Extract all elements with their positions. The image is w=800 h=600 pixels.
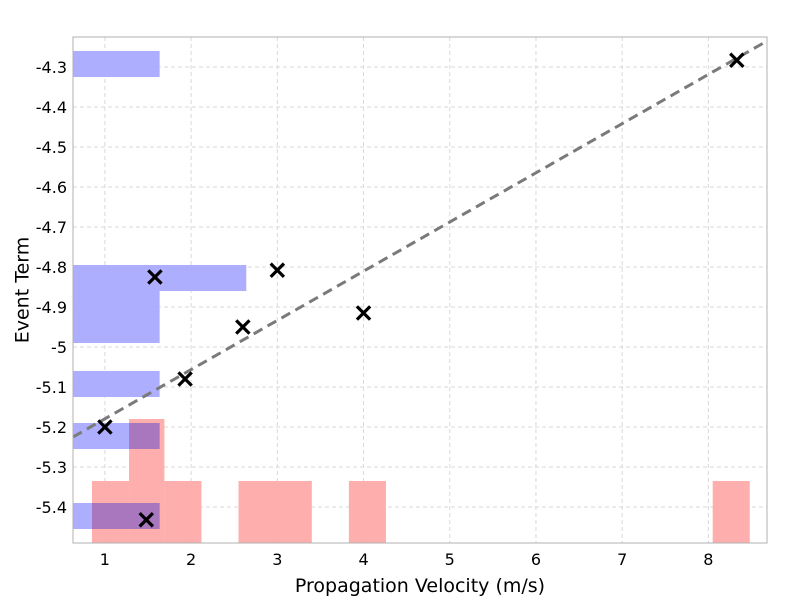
y-histogram-bar [73, 291, 160, 343]
y-histogram-bar [73, 265, 247, 291]
data-point-stroke [138, 512, 155, 528]
data-point [138, 512, 155, 528]
y-tick-label: -5.4 [36, 498, 67, 517]
data-point-stroke [97, 419, 113, 435]
data-point [177, 371, 193, 387]
scatter-points [97, 52, 745, 528]
x-tick-label: 5 [445, 550, 455, 569]
data-point-stroke [269, 262, 286, 278]
x-histogram-bar [348, 481, 386, 543]
x-histogram-bar [164, 481, 202, 543]
y-tick-label: -4.9 [36, 298, 67, 317]
y-histogram-bar [73, 51, 160, 77]
data-point [97, 419, 113, 435]
y-histogram-bar [73, 371, 160, 397]
data-point [729, 52, 745, 68]
x-tick-labels: 1 2 3 4 5 6 7 8 [100, 550, 714, 569]
data-point [269, 262, 286, 278]
data-point-stroke [729, 52, 745, 68]
data-point-stroke [147, 269, 163, 285]
x-tick-label: 8 [703, 550, 713, 569]
y-tick-labels: -5.4 -5.3 -5.2 -5.1 -5 -4.9 -4.8 -4.7 -4.6 -4.5 -4… [36, 58, 67, 517]
y-tick-label: -4.3 [36, 58, 67, 77]
y-tick-label: -5.1 [36, 378, 67, 397]
plot-frame [72, 36, 768, 544]
x-tick-label: 6 [531, 550, 541, 569]
data-point [355, 305, 372, 321]
x-histogram-bar [712, 481, 750, 543]
x-tick-label: 2 [186, 550, 196, 569]
x-tick-label: 4 [358, 550, 368, 569]
data-point [235, 319, 251, 335]
y-tick-label: -4.6 [36, 178, 67, 197]
histogram-overlap [91, 503, 130, 529]
x-histogram-bar [238, 481, 312, 543]
histogram-overlap [129, 423, 160, 449]
y-tick-label: -4.8 [36, 258, 67, 277]
data-point [147, 269, 163, 285]
y-tick-label: -5.3 [36, 458, 67, 477]
y-tick-label: -4.7 [36, 218, 67, 237]
y-axis-title: Event Term [12, 237, 34, 344]
fit-line [72, 39, 768, 439]
grid [73, 37, 767, 543]
y-tick-label: -4.5 [36, 138, 67, 157]
x-tick-label: 3 [272, 550, 282, 569]
y-tick-label: -4.4 [36, 98, 67, 117]
y-tick-label: -5.2 [36, 418, 67, 437]
trend-line [72, 39, 768, 439]
data-point-stroke [355, 305, 372, 321]
data-point-stroke [177, 371, 193, 387]
y-tick-label: -5 [51, 338, 67, 357]
x-tick-label: 1 [100, 550, 110, 569]
x-tick-label: 7 [617, 550, 627, 569]
x-axis-title: Propagation Velocity (m/s) [295, 575, 545, 597]
data-point-stroke [235, 319, 251, 335]
